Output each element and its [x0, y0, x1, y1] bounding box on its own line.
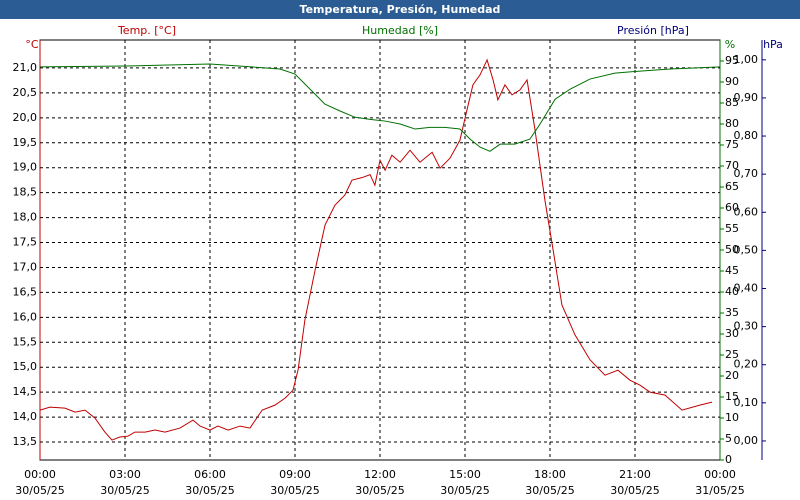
y-tick-label: 18,5 [13, 186, 38, 199]
y3-tick-label: 0,50 [734, 243, 759, 256]
y-axis-title: Temp. [°C] [117, 24, 176, 37]
y-tick-label: 16,0 [13, 310, 38, 323]
x-tick-date: 30/05/25 [355, 484, 404, 497]
x-tick-label: 09:00 [279, 468, 311, 481]
x-tick-date: 31/05/25 [695, 484, 744, 497]
y2-tick-label: 30 [725, 327, 739, 340]
x-tick-label: 06:00 [194, 468, 226, 481]
y-tick-label: 20,0 [13, 111, 38, 124]
y3-tick-label: 0,80 [734, 129, 759, 142]
y3-tick-label: 0,70 [734, 167, 759, 180]
x-tick-date: 30/05/25 [440, 484, 489, 497]
x-tick-date: 30/05/25 [100, 484, 149, 497]
y3-axis-title: Presión [hPa] [617, 24, 689, 37]
y-tick-label: 20,5 [13, 86, 38, 99]
x-tick-label: 00:00 [24, 468, 56, 481]
x-tick-label: 21:00 [619, 468, 651, 481]
y2-tick-label: 85 [725, 96, 739, 109]
y-tick-label: 14,5 [13, 385, 38, 398]
y-unit: °C [25, 38, 39, 51]
series-line [39, 58, 713, 441]
y2-tick-label: 40 [725, 285, 739, 298]
y3-tick-label: 0,40 [734, 281, 759, 294]
y2-tick-label: 80 [725, 117, 739, 130]
y3-tick-label: 0,90 [734, 91, 759, 104]
y2-tick-label: 65 [725, 180, 739, 193]
y2-tick-label: 75 [725, 138, 739, 151]
y3-tick-label: 0,00 [734, 434, 759, 447]
chart-title: Temperatura, Presión, Humedad [300, 3, 501, 16]
y2-tick-label: 0 [725, 453, 732, 466]
y-tick-label: 17,5 [13, 236, 38, 249]
x-tick-label: 03:00 [109, 468, 141, 481]
y-tick-label: 14,0 [13, 410, 38, 423]
y2-tick-label: 50 [725, 243, 739, 256]
x-tick-date: 30/05/25 [525, 484, 574, 497]
x-tick-date: 30/05/25 [185, 484, 234, 497]
x-tick-date: 30/05/25 [270, 484, 319, 497]
y2-tick-label: 35 [725, 306, 739, 319]
y2-tick-label: 95 [725, 54, 739, 67]
x-tick-label: 00:00 [704, 468, 736, 481]
x-tick-label: 12:00 [364, 468, 396, 481]
y2-tick-label: 15 [725, 390, 739, 403]
y-tick-label: 13,5 [13, 435, 38, 448]
y-tick-label: 15,5 [13, 335, 38, 348]
y2-tick-label: 5 [725, 432, 732, 445]
y3-unit: hPa [763, 38, 783, 51]
y3-tick-label: 0,60 [734, 205, 759, 218]
y3-tick-label: 0,20 [734, 358, 759, 371]
y-tick-label: 16,5 [13, 285, 38, 298]
series-line [39, 63, 721, 152]
y-tick-label: 21,0 [13, 61, 38, 74]
x-tick-date: 30/05/25 [15, 484, 64, 497]
y-tick-label: 19,0 [13, 161, 38, 174]
y3-tick-label: 0,30 [734, 320, 759, 333]
y2-tick-label: 90 [725, 75, 739, 88]
y3-tick-label: 0,10 [734, 396, 759, 409]
y2-tick-label: 20 [725, 369, 739, 382]
y2-tick-label: 55 [725, 222, 739, 235]
y2-tick-label: 60 [725, 201, 739, 214]
y2-tick-label: 25 [725, 348, 739, 361]
y2-unit: % [725, 38, 735, 51]
y2-tick-label: 45 [725, 264, 739, 277]
y3-tick-label: 1,00 [734, 53, 759, 66]
x-tick-label: 15:00 [449, 468, 481, 481]
x-tick-label: 18:00 [534, 468, 566, 481]
x-tick-date: 30/05/25 [610, 484, 659, 497]
y-tick-label: 19,5 [13, 136, 38, 149]
y2-tick-label: 10 [725, 411, 739, 424]
y-tick-label: 17,0 [13, 260, 38, 273]
y-tick-label: 18,0 [13, 211, 38, 224]
y2-axis-title: Humedad [%] [362, 24, 438, 37]
title-bar [0, 0, 800, 19]
y-tick-label: 15,0 [13, 360, 38, 373]
y2-tick-label: 70 [725, 159, 739, 172]
